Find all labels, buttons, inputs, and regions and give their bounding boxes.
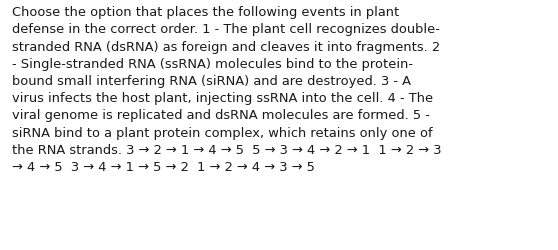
Text: Choose the option that places the following events in plant
defense in the corre: Choose the option that places the follow… [12, 6, 442, 173]
